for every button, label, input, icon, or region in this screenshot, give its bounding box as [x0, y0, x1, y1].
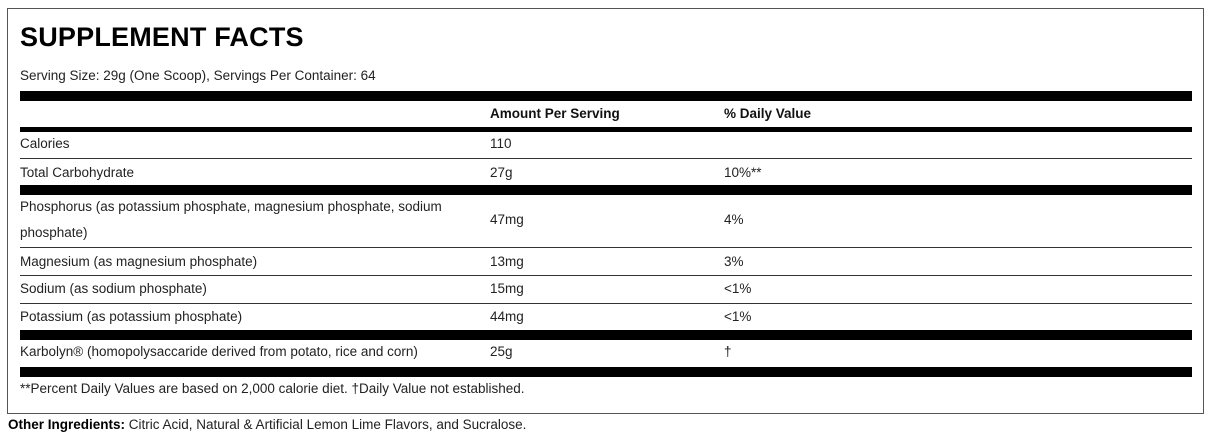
row-dv: †: [724, 344, 732, 359]
row-name: Total Carbohydrate: [20, 165, 135, 180]
row-name: Phosphorus (as potassium phosphate, magn…: [20, 199, 442, 214]
row-name: Magnesium (as magnesium phosphate): [20, 254, 258, 269]
divider-thick: [20, 330, 1192, 340]
row-amount: 27g: [490, 165, 513, 180]
row-dv: <1%: [724, 309, 752, 324]
panel-title: SUPPLEMENT FACTS: [20, 22, 304, 52]
row-name: Sodium (as sodium phosphate): [20, 281, 207, 296]
divider-thick: [20, 185, 1192, 195]
row-amount: 110: [490, 136, 512, 151]
divider-thin: [20, 275, 1192, 276]
row-dv: 10%**: [724, 165, 762, 180]
row-amount: 47mg: [490, 212, 524, 227]
other-ingredients-text: Citric Acid, Natural & Artificial Lemon …: [125, 417, 527, 432]
row-name: Calories: [20, 136, 70, 151]
divider-thick: [20, 91, 1192, 101]
row-dv: 3%: [724, 254, 744, 269]
divider-thin: [20, 158, 1192, 159]
row-amount: 13mg: [490, 254, 524, 269]
divider-thick: [20, 367, 1192, 377]
header-dv: % Daily Value: [724, 106, 812, 121]
row-amount: 15mg: [490, 281, 524, 296]
divider-thin: [20, 247, 1192, 248]
footnote: **Percent Daily Values are based on 2,00…: [20, 381, 525, 396]
divider-medium: [20, 127, 1192, 132]
row-amount: 44mg: [490, 309, 524, 324]
divider-thin: [20, 303, 1192, 304]
row-name: Potassium (as potassium phosphate): [20, 309, 243, 324]
other-ingredients-label: Other Ingredients:: [8, 417, 126, 432]
row-name: Karbolyn® (homopolysaccaride derived fro…: [20, 344, 418, 359]
header-amount: Amount Per Serving: [490, 106, 620, 121]
supplement-facts-panel: [7, 8, 1204, 414]
row-name-cont: phosphate): [20, 225, 88, 240]
serving-info: Serving Size: 29g (One Scoop), Servings …: [20, 68, 376, 83]
row-dv: 4%: [724, 212, 744, 227]
row-dv: <1%: [724, 281, 752, 296]
other-ingredients: Other Ingredients: Citric Acid, Natural …: [8, 417, 526, 432]
row-amount: 25g: [490, 344, 513, 359]
